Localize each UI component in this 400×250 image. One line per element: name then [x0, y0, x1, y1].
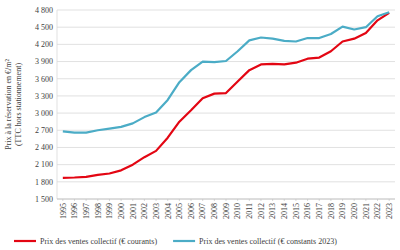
grid-line — [57, 130, 395, 131]
x-tick-label: 2023 — [385, 203, 394, 219]
x-tick — [237, 199, 238, 201]
x-tick-label: 2016 — [303, 203, 312, 219]
x-tick-label: 1995 — [59, 203, 68, 219]
x-tick — [342, 199, 343, 201]
series-line — [63, 13, 389, 178]
x-tick — [132, 199, 133, 201]
grid-line — [57, 147, 395, 148]
x-tick-label: 2008 — [210, 203, 219, 219]
y-tick-label: 2 700 — [35, 126, 53, 135]
x-tick-label: 1996 — [70, 203, 79, 219]
x-tick — [330, 199, 331, 201]
x-tick — [389, 199, 390, 201]
x-tick-label: 1998 — [94, 203, 103, 219]
x-tick-label: 2002 — [140, 203, 149, 219]
x-tick — [319, 199, 320, 201]
x-tick-label: 2014 — [280, 203, 289, 219]
grid-line — [57, 164, 395, 165]
x-tick — [121, 199, 122, 201]
x-tick — [202, 199, 203, 201]
y-tick-label: 2 400 — [35, 143, 53, 152]
x-tick-label: 2021 — [362, 203, 371, 219]
x-tick-label: 2019 — [338, 203, 347, 219]
legend-label: Prix des ventes collectif (€ courants) — [40, 237, 157, 246]
grid-line — [57, 10, 395, 11]
y-tick-label: 2 100 — [35, 160, 53, 169]
x-tick — [365, 199, 366, 201]
x-tick — [86, 199, 87, 201]
y-tick-label: 3 000 — [35, 109, 53, 118]
grid-line — [57, 44, 395, 45]
x-tick-label: 1999 — [105, 203, 114, 219]
x-tick-label: 2018 — [327, 203, 336, 219]
x-tick-label: 2005 — [175, 203, 184, 219]
x-tick-label: 2013 — [268, 203, 277, 219]
x-tick-label: 2010 — [233, 203, 242, 219]
x-tick — [214, 199, 215, 201]
x-tick-label: 2003 — [152, 203, 161, 219]
y-tick-label: 4 800 — [35, 6, 53, 15]
x-tick — [167, 199, 168, 201]
plot-area — [63, 12, 389, 178]
x-tick — [97, 199, 98, 201]
y-tick-label: 4 500 — [35, 23, 53, 32]
x-tick — [226, 199, 227, 201]
x-tick — [249, 199, 250, 201]
x-tick-label: 2001 — [129, 203, 138, 219]
legend-swatch — [173, 240, 195, 242]
grid-line — [57, 113, 395, 114]
x-tick-label: 1997 — [82, 203, 91, 219]
y-tick-label: 1 800 — [35, 178, 53, 187]
x-tick — [179, 199, 180, 201]
x-tick — [272, 199, 273, 201]
x-tick-label: 2020 — [350, 203, 359, 219]
x-tick — [144, 199, 145, 201]
x-tick — [284, 199, 285, 201]
y-tick-label: 3 600 — [35, 75, 53, 84]
x-tick-label: 2015 — [292, 203, 301, 219]
series-line — [63, 12, 389, 132]
x-tick-label: 2022 — [373, 203, 382, 219]
x-tick-label: 2017 — [315, 203, 324, 219]
grid-line — [57, 78, 395, 79]
legend-label: Prix des ventes collectif (€ constants 2… — [199, 237, 337, 246]
x-tick-label: 2007 — [198, 203, 207, 219]
x-tick — [156, 199, 157, 201]
y-tick-label: 4 200 — [35, 40, 53, 49]
grid-line — [57, 95, 395, 96]
legend-swatch — [14, 240, 36, 242]
x-tick — [295, 199, 296, 201]
x-tick — [74, 199, 75, 201]
y-tick-label: 3 300 — [35, 92, 53, 101]
x-tick-label: 2009 — [222, 203, 231, 219]
x-tick-label: 2004 — [164, 203, 173, 219]
x-tick — [109, 199, 110, 201]
x-tick — [191, 199, 192, 201]
y-tick-label: 3 900 — [35, 57, 53, 66]
x-tick — [62, 199, 63, 201]
y-axis-label: Prix à la réservation en €/m² — [4, 59, 13, 150]
y-axis — [57, 10, 58, 199]
x-tick-label: 2011 — [245, 203, 254, 219]
y-tick-label: 1 500 — [35, 195, 53, 204]
chart-svg: 1 500 1 800 2 100 2 400 2 700 3 000 3 300 3 600… — [0, 0, 400, 250]
x-tick-label: 2006 — [187, 203, 196, 219]
x-tick — [354, 199, 355, 201]
chart-container: 1 500 1 800 2 100 2 400 2 700 3 000 3 300 3 600… — [0, 0, 400, 250]
grid-line — [57, 181, 395, 182]
x-tick — [260, 199, 261, 201]
x-tick-label: 2012 — [257, 203, 266, 219]
x-tick — [307, 199, 308, 201]
x-tick — [377, 199, 378, 201]
x-tick-label: 2000 — [117, 203, 126, 219]
y-axis-label: (TTC hors stationnement) — [14, 63, 23, 146]
